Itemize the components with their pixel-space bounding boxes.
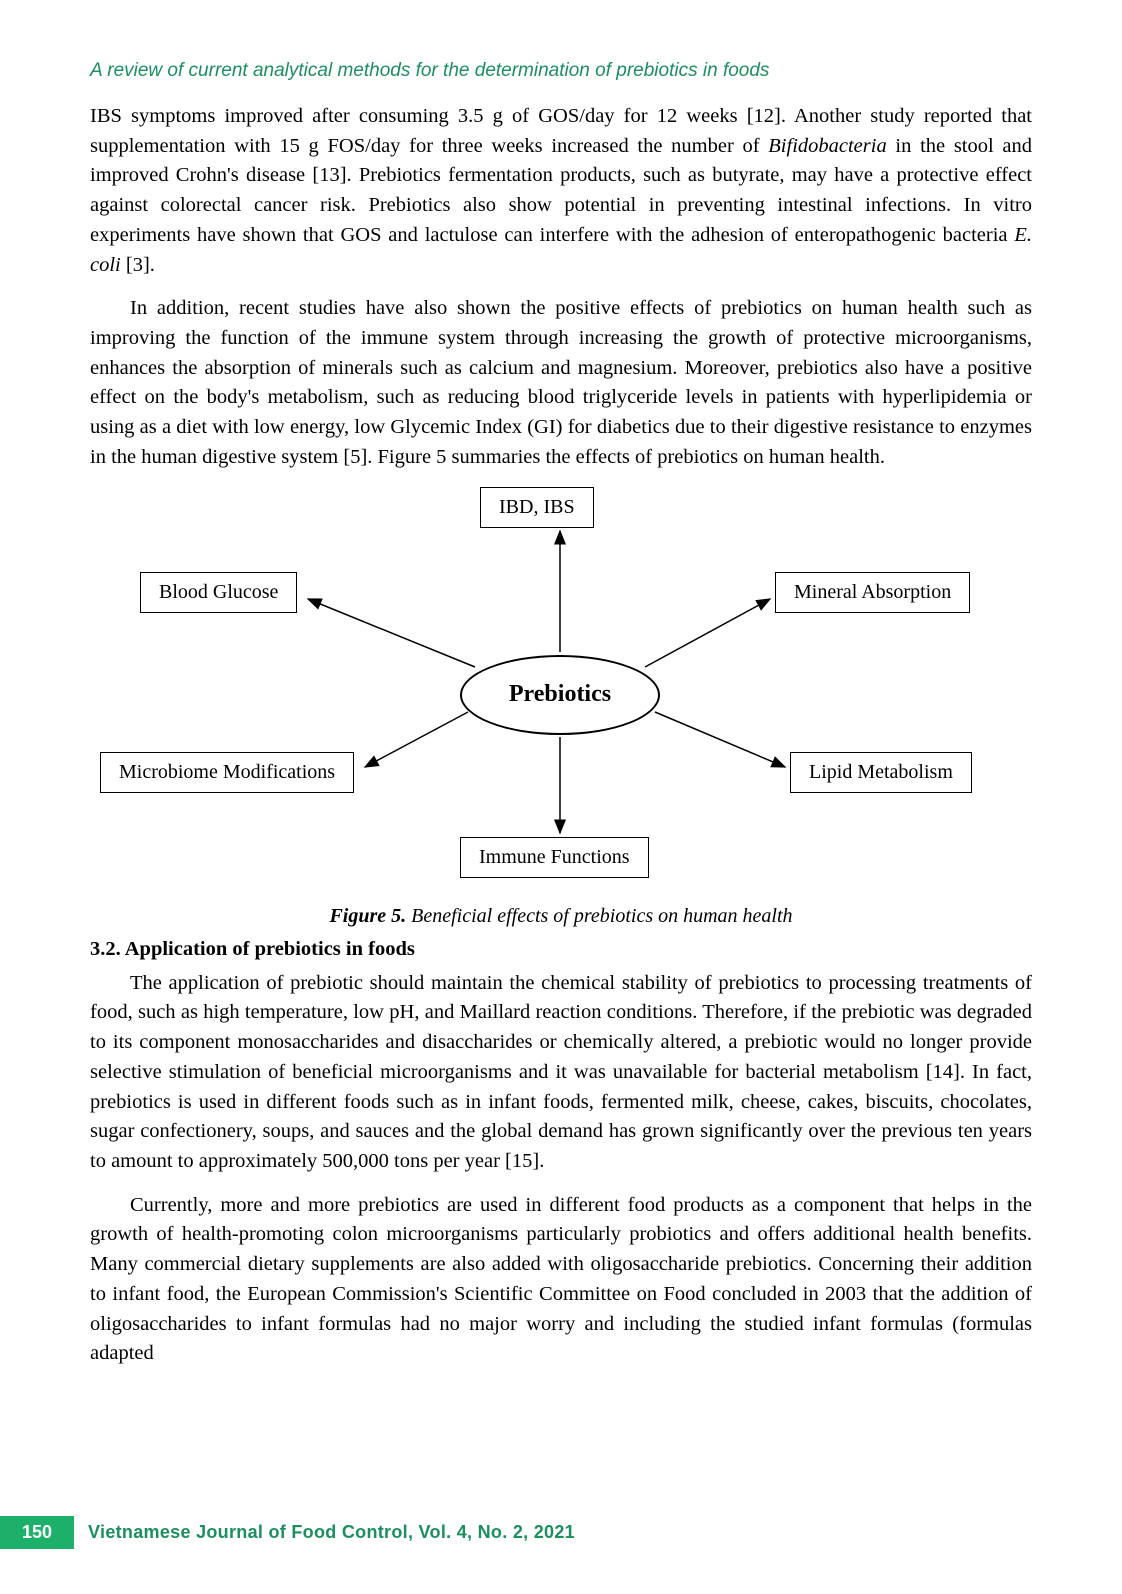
diagram-node-right: Lipid Metabolism [790,752,972,793]
paragraph-2: In addition, recent studies have also sh… [90,294,1032,472]
paragraph-3: The application of prebiotic should main… [90,969,1032,1177]
paragraph-1: IBS symptoms improved after consuming 3.… [90,102,1032,280]
p1-italic-1: Bifidobacteria [768,135,886,157]
diagram-node-bottom-left: Microbiome Modifications [100,752,354,793]
journal-title: Vietnamese Journal of Food Control, Vol.… [88,1522,575,1543]
paragraph-4: Currently, more and more prebiotics are … [90,1191,1032,1369]
page-footer: 150 Vietnamese Journal of Food Control, … [0,1516,575,1549]
diagram-center-node: Prebiotics [460,655,660,735]
running-header: A review of current analytical methods f… [90,60,1032,82]
diagram-node-top-left: Blood Glucose [140,572,297,613]
section-3-2-heading: 3.2. Application of prebiotics in foods [90,938,1032,961]
p1-text-after: [3]. [121,254,155,276]
diagram-node-top: IBD, IBS [480,487,594,528]
figure-caption-text: Beneficial effects of prebiotics on huma… [406,905,792,927]
diagram-node-top-right: Mineral Absorption [775,572,970,613]
figure-5-caption: Figure 5. Beneficial effects of prebioti… [90,905,1032,928]
figure-5-diagram: Prebiotics IBD, IBS Mineral Absorption L… [90,487,1032,887]
diagram-node-bottom: Immune Functions [460,837,649,878]
figure-label: Figure 5. [329,905,406,927]
page-number: 150 [0,1516,74,1549]
